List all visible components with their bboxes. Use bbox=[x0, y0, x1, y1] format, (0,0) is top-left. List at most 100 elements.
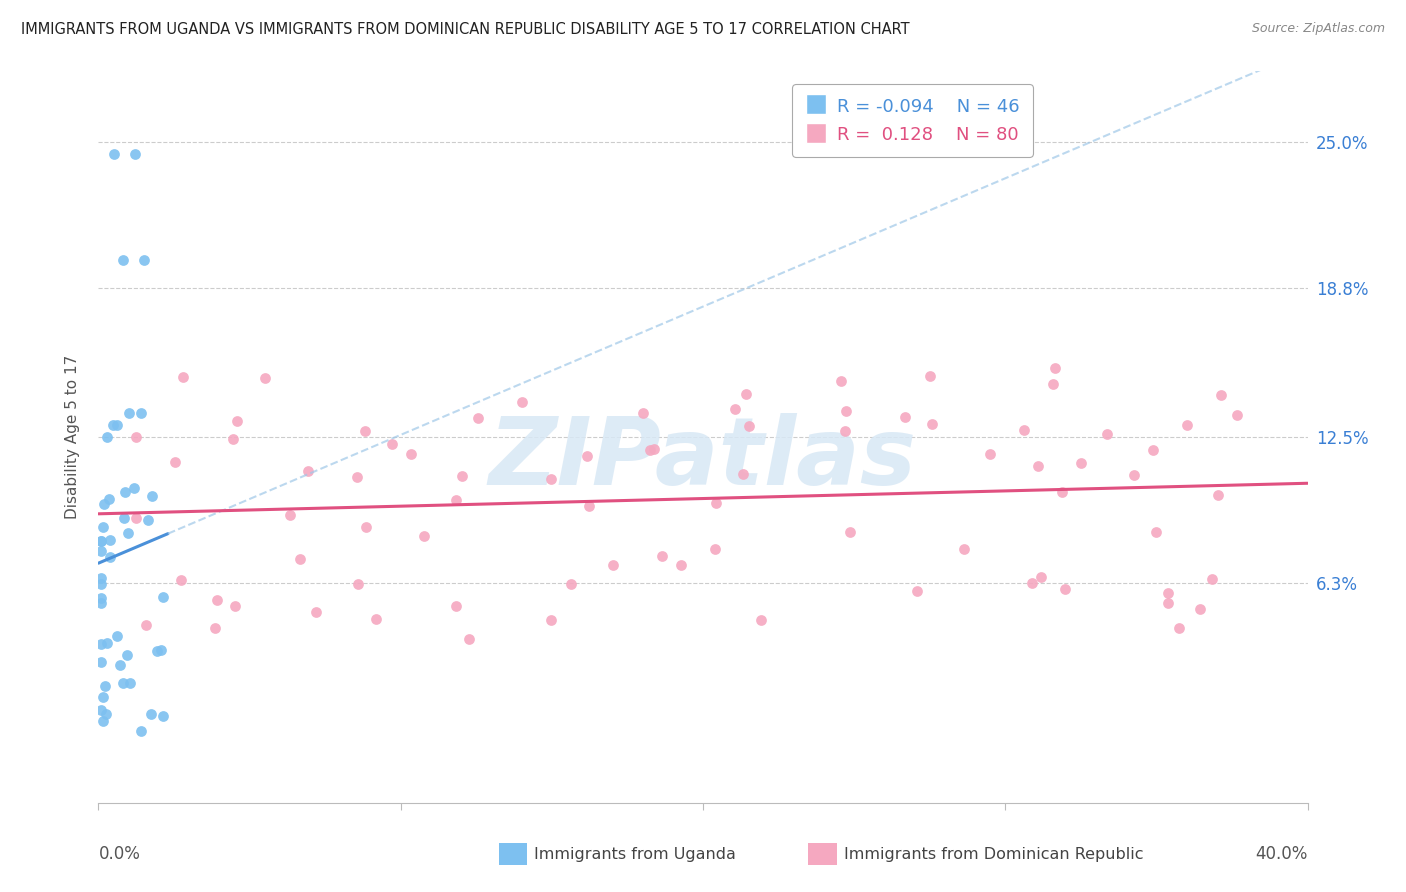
Point bbox=[91, 519, 114, 533]
Point bbox=[540, 472, 562, 486]
Point bbox=[108, 657, 131, 672]
Point bbox=[893, 410, 915, 425]
Point bbox=[1070, 456, 1092, 470]
Point bbox=[354, 425, 377, 439]
Point bbox=[749, 613, 772, 627]
Point bbox=[1026, 458, 1049, 473]
Point bbox=[139, 706, 162, 721]
Point bbox=[733, 467, 755, 482]
Point bbox=[90, 533, 112, 548]
Point bbox=[124, 147, 146, 161]
Text: IMMIGRANTS FROM UGANDA VS IMMIGRANTS FROM DOMINICAN REPUBLIC DISABILITY AGE 5 TO: IMMIGRANTS FROM UGANDA VS IMMIGRANTS FRO… bbox=[21, 22, 910, 37]
Point bbox=[103, 418, 125, 433]
Point bbox=[510, 394, 533, 409]
Point bbox=[704, 541, 727, 556]
Point bbox=[204, 621, 226, 635]
Point bbox=[907, 583, 929, 598]
Point bbox=[135, 618, 157, 632]
Text: 40.0%: 40.0% bbox=[1256, 846, 1308, 863]
Point bbox=[1122, 468, 1144, 483]
Point bbox=[704, 496, 727, 510]
Point bbox=[979, 447, 1001, 461]
Point bbox=[1156, 596, 1178, 610]
Point bbox=[1226, 409, 1249, 423]
Point bbox=[578, 499, 600, 513]
Point bbox=[90, 656, 112, 670]
Point bbox=[297, 464, 319, 478]
Point bbox=[141, 489, 163, 503]
Point bbox=[918, 368, 941, 383]
Point bbox=[835, 404, 858, 418]
Point bbox=[129, 723, 152, 738]
Point bbox=[132, 253, 155, 268]
Point bbox=[90, 637, 112, 651]
Point bbox=[1189, 602, 1212, 616]
Point bbox=[94, 679, 117, 693]
Point bbox=[540, 613, 562, 627]
Point bbox=[651, 549, 673, 563]
Point bbox=[112, 511, 135, 525]
Point bbox=[98, 549, 121, 564]
Text: Immigrants from Uganda: Immigrants from Uganda bbox=[534, 847, 737, 862]
Point bbox=[834, 424, 856, 438]
Point bbox=[91, 690, 114, 705]
Point bbox=[93, 497, 115, 511]
Point bbox=[114, 484, 136, 499]
Point bbox=[1095, 427, 1118, 442]
Point bbox=[638, 443, 661, 458]
Point bbox=[643, 442, 665, 457]
Point bbox=[413, 529, 436, 543]
Point bbox=[205, 593, 228, 607]
Point bbox=[1156, 585, 1178, 599]
Point bbox=[117, 526, 139, 541]
Point bbox=[152, 590, 174, 604]
Point bbox=[103, 147, 125, 161]
Point bbox=[450, 468, 472, 483]
Text: Immigrants from Dominican Republic: Immigrants from Dominican Republic bbox=[844, 847, 1143, 862]
Point bbox=[576, 450, 599, 464]
Point bbox=[111, 676, 134, 690]
Text: ZIPatlas: ZIPatlas bbox=[489, 413, 917, 505]
Point bbox=[96, 430, 118, 444]
Point bbox=[735, 387, 758, 401]
Point bbox=[136, 513, 159, 527]
Point bbox=[96, 636, 118, 650]
Point bbox=[129, 407, 152, 421]
Point bbox=[105, 629, 128, 643]
Point bbox=[467, 410, 489, 425]
Point bbox=[1175, 418, 1198, 433]
Point bbox=[399, 447, 422, 461]
Point bbox=[347, 576, 370, 591]
Point bbox=[90, 577, 112, 591]
Point bbox=[1021, 575, 1043, 590]
Point bbox=[354, 519, 377, 533]
Point bbox=[1201, 572, 1223, 586]
Text: Source: ZipAtlas.com: Source: ZipAtlas.com bbox=[1251, 22, 1385, 36]
Point bbox=[446, 599, 468, 613]
Point bbox=[118, 675, 141, 690]
Point bbox=[222, 432, 245, 446]
Point bbox=[90, 533, 112, 548]
Point bbox=[1012, 423, 1035, 437]
Point bbox=[94, 706, 117, 721]
Point bbox=[671, 558, 693, 572]
Point bbox=[118, 407, 141, 421]
Point bbox=[1209, 387, 1232, 401]
Point bbox=[602, 558, 624, 572]
Point bbox=[226, 414, 249, 428]
Y-axis label: Disability Age 5 to 17: Disability Age 5 to 17 bbox=[65, 355, 80, 519]
Point bbox=[305, 605, 328, 619]
Point bbox=[288, 552, 311, 566]
Point bbox=[115, 648, 138, 662]
Point bbox=[1031, 570, 1053, 584]
Point bbox=[560, 576, 582, 591]
Point bbox=[457, 632, 479, 646]
Point bbox=[1168, 621, 1191, 635]
Point bbox=[724, 402, 747, 417]
Point bbox=[150, 643, 173, 657]
Point bbox=[165, 455, 187, 469]
Point bbox=[172, 369, 194, 384]
Point bbox=[737, 418, 759, 433]
Point bbox=[380, 437, 402, 451]
Point bbox=[125, 510, 148, 524]
